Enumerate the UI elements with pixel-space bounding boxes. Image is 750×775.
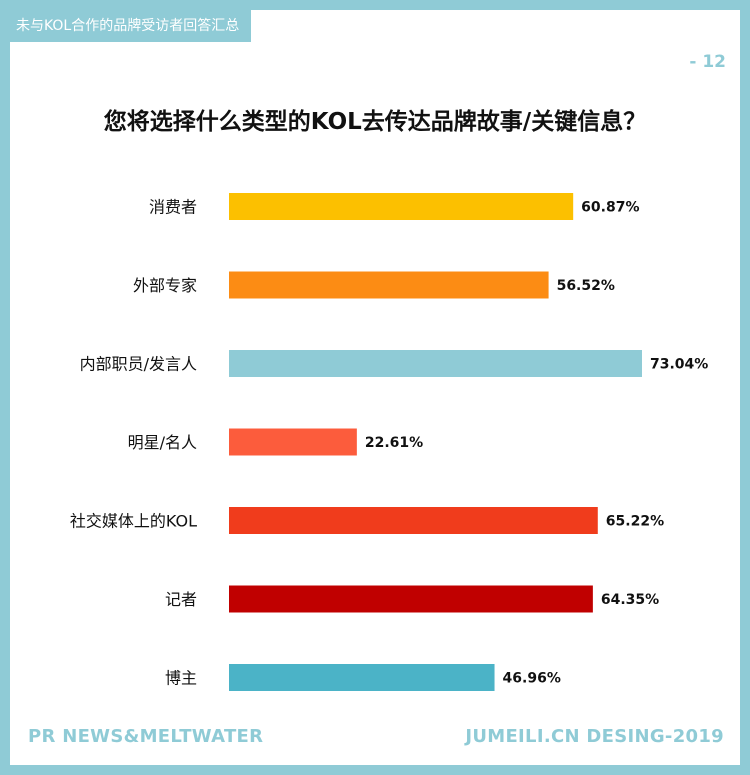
value-label-internal-staff: 73.04%	[650, 357, 708, 373]
bar-celebrities	[229, 428, 357, 456]
bar-external-experts	[229, 271, 549, 299]
chart-title: 您将选择什么类型的KOL去传达品牌故事/关键信息？	[103, 109, 647, 135]
category-label-journalists: 记者	[165, 590, 197, 609]
source-label: PR NEWS&MELTWATER	[28, 726, 264, 747]
page-number: - 12	[689, 52, 726, 72]
category-label-bloggers: 博主	[165, 669, 197, 688]
value-label-celebrities: 22.61%	[365, 435, 423, 451]
category-label-social-media-kol: 社交媒体上的KOL	[70, 512, 197, 531]
bar-bloggers	[229, 664, 495, 691]
category-label-external-experts: 外部专家	[133, 276, 197, 295]
category-label-internal-staff: 内部职员/发言人	[80, 355, 197, 374]
value-label-social-media-kol: 65.22%	[606, 514, 664, 530]
credit-label: JUMEILI.CN DESING-2019	[465, 726, 724, 747]
value-label-journalists: 64.35%	[601, 592, 659, 608]
bar-consumers	[229, 193, 574, 220]
category-label-consumers: 消费者	[149, 198, 197, 217]
category-label-celebrities: 明星/名人	[128, 433, 197, 452]
value-label-bloggers: 46.96%	[503, 671, 561, 687]
bar-social-media-kol	[229, 507, 598, 534]
header-tag: 未与KOL合作的品牌受访者回答汇总	[10, 10, 252, 42]
value-label-external-experts: 56.52%	[557, 278, 615, 294]
value-label-consumers: 60.87%	[581, 200, 639, 216]
bar-journalists	[229, 585, 593, 613]
bar-internal-staff	[229, 350, 642, 377]
